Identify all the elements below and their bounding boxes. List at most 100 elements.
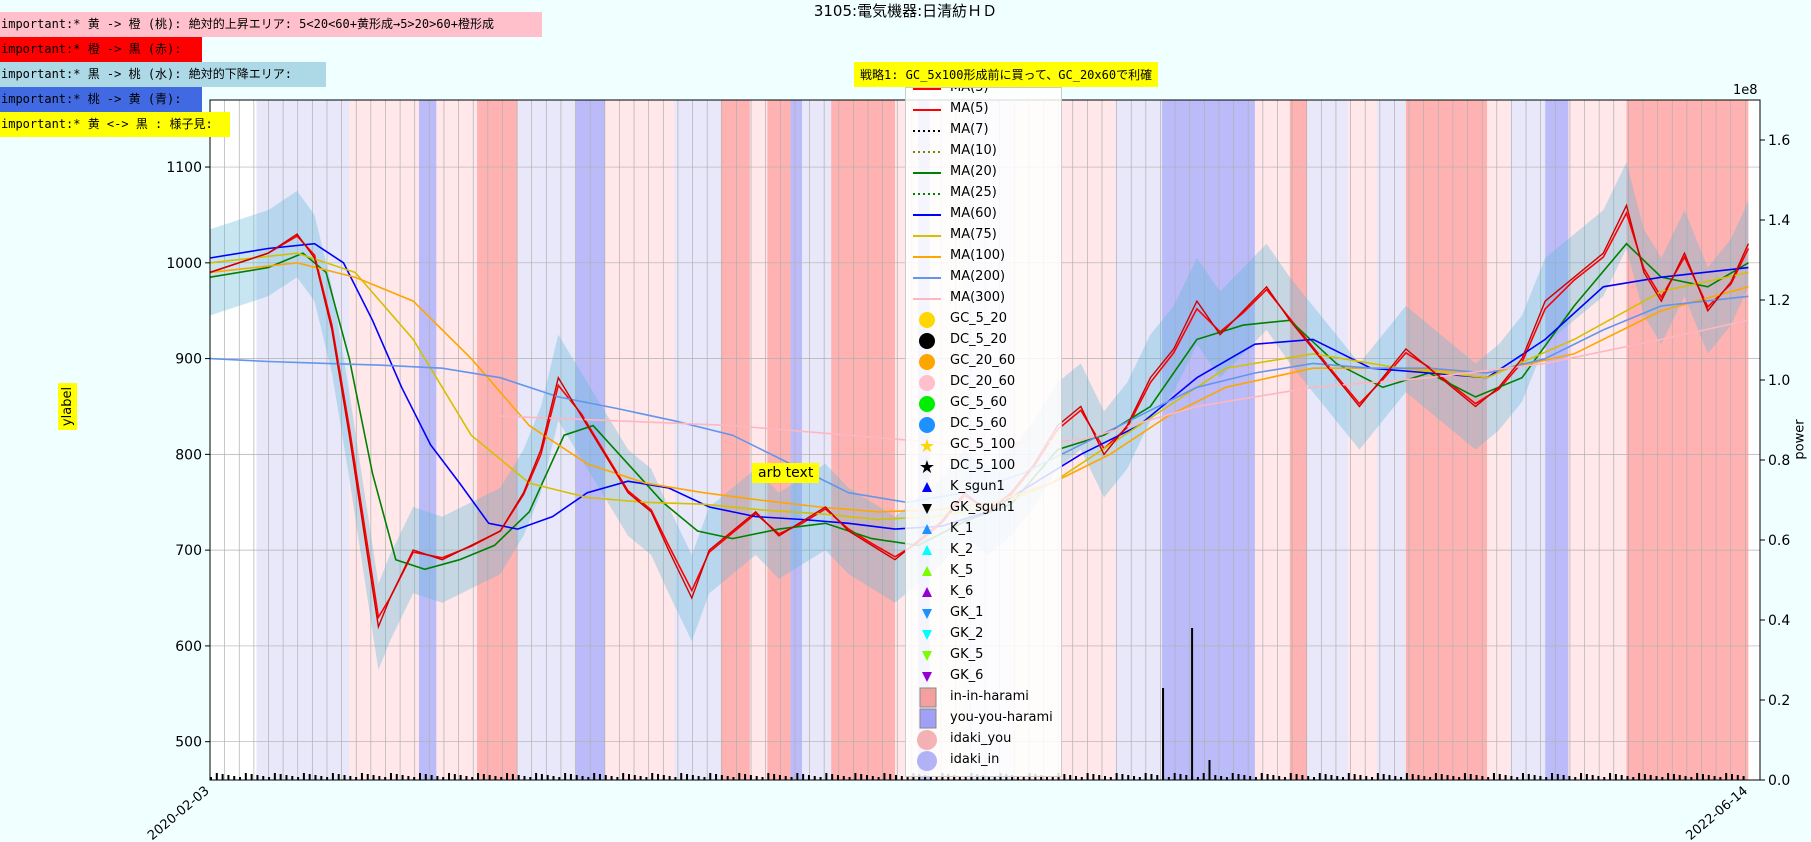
volume-bar [598, 774, 601, 780]
volume-bar [1481, 776, 1484, 780]
volume-bar [1568, 776, 1571, 780]
y-tick-label-0: 500 [175, 735, 202, 751]
volume-bar [355, 777, 358, 780]
legend-label: you-you-harami [950, 710, 1053, 725]
volume-bar [1330, 775, 1333, 780]
volume-bar [767, 773, 770, 780]
volume-bar [616, 777, 619, 780]
y2-axis-label: power [1792, 419, 1808, 460]
volume-bar [506, 773, 509, 780]
volume-bar [1429, 777, 1432, 780]
band-14 [790, 100, 803, 780]
legend-swatch [919, 312, 935, 328]
volume-bar [227, 775, 230, 780]
legend-label: K_2 [950, 542, 974, 557]
note-2: important:* 黒 -> 桃 (水): 絶対的下降エリア: [0, 62, 326, 87]
legend-label: K_6 [950, 584, 974, 599]
volume-bar [587, 777, 590, 780]
volume-bar [1487, 777, 1490, 780]
legend-item: GK_2 [906, 624, 1061, 645]
volume-bar [1347, 773, 1350, 780]
volume-bar [1086, 773, 1089, 780]
legend-swatch: ★ [919, 457, 935, 477]
y2-tick-label-1: 0.2 [1768, 693, 1790, 709]
volume-bar [291, 776, 294, 780]
volume-bar [1138, 777, 1141, 780]
volume-bar [1405, 773, 1408, 780]
volume-bar [627, 774, 630, 780]
volume-bar [1463, 773, 1466, 780]
legend-label: DC_5_100 [950, 458, 1016, 473]
volume-bar [900, 776, 903, 780]
volume-bar [1109, 777, 1112, 780]
volume-bar [1307, 776, 1310, 780]
legend-swatch [922, 524, 932, 534]
volume-bar [744, 774, 747, 780]
y-tick-label-1: 600 [175, 639, 202, 655]
legend-swatch [922, 504, 932, 514]
note-3: important:* 桃 -> 黄 (青): [0, 87, 202, 112]
strategy-label: 戦略1: GC_5x100形成前に買って、GC_20x60で利確 [854, 62, 1159, 87]
legend-item: idaki_in [906, 750, 1061, 771]
volume-bar [1295, 774, 1298, 780]
volume-spike-1 [1191, 628, 1194, 780]
volume-bar [877, 777, 880, 780]
volume-bar [488, 775, 491, 780]
volume-bar [1620, 775, 1623, 780]
volume-bar [1098, 775, 1101, 780]
volume-bar [964, 777, 967, 780]
volume-bar [732, 777, 735, 780]
volume-bar [715, 774, 718, 780]
volume-bar [865, 775, 868, 780]
volume-bar [1220, 776, 1223, 780]
volume-bar [285, 775, 288, 780]
volume-bar [407, 776, 410, 780]
volume-bar [314, 775, 317, 780]
volume-bar [511, 774, 514, 780]
volume-bar [1382, 774, 1385, 780]
volume-bar [1121, 774, 1124, 780]
legend-swatch [922, 651, 932, 661]
legend-item: GK_6 [906, 666, 1061, 687]
volume-bar [813, 776, 816, 780]
volume-bar [1458, 777, 1461, 780]
ma-line-ma20 [209, 242, 1749, 571]
volume-bar [1585, 774, 1588, 780]
volume-bar [279, 774, 282, 780]
volume-bar [529, 777, 532, 780]
volume-bar [1533, 775, 1536, 780]
volume-bar [1736, 775, 1739, 780]
volume-bar [1289, 773, 1292, 780]
band-10 [674, 100, 721, 780]
legend-label: MA(7) [950, 122, 989, 137]
volume-bar [883, 773, 886, 780]
legend-swatch [913, 214, 941, 216]
volume-bar [1336, 776, 1339, 780]
band-29 [1376, 100, 1406, 780]
volume-bar [1580, 773, 1583, 780]
volume-bar [953, 775, 956, 780]
legend-swatch [919, 417, 935, 433]
band-26 [1289, 100, 1308, 780]
volume-bar [657, 774, 660, 780]
volume-bar [1510, 776, 1513, 780]
volume-bar [982, 775, 985, 780]
volume-bar [686, 774, 689, 780]
legend-swatch [922, 672, 932, 682]
volume-bar [1283, 777, 1286, 780]
volume-bar [825, 773, 828, 780]
legend-item: in-in-harami [906, 687, 1061, 708]
y2-tick-label-0: 0.0 [1768, 773, 1790, 789]
volume-bar [1133, 776, 1136, 780]
volume-bar [906, 777, 909, 780]
band-11 [720, 100, 750, 780]
volume-bar [1614, 774, 1617, 780]
legend-item: K_sgun1 [906, 477, 1061, 498]
legend-swatch [913, 235, 941, 237]
volume-bar [848, 777, 851, 780]
legend-swatch [913, 172, 941, 174]
band-31 [1487, 100, 1511, 780]
legend-item: idaki_you [906, 729, 1061, 750]
legend-box: MA(3) MA(5) MA(7) MA(10) MA(20) MA(25) MA(60) M… [905, 87, 1062, 777]
volume-bar [1127, 775, 1130, 780]
